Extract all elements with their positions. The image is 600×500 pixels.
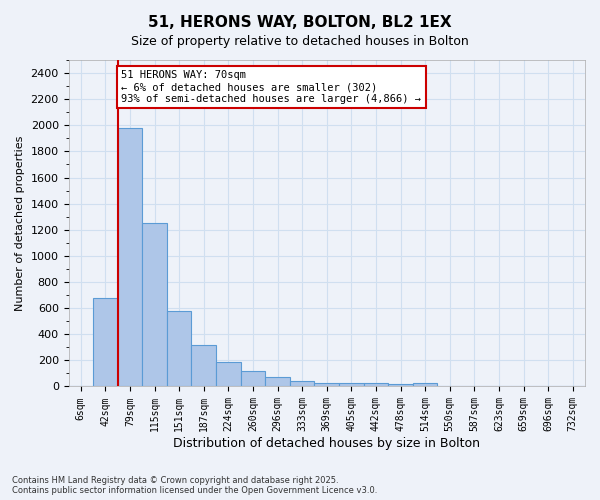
Text: 51 HERONS WAY: 70sqm
← 6% of detached houses are smaller (302)
93% of semi-detac: 51 HERONS WAY: 70sqm ← 6% of detached ho… <box>121 70 421 104</box>
Text: Size of property relative to detached houses in Bolton: Size of property relative to detached ho… <box>131 35 469 48</box>
Bar <box>118 128 142 386</box>
Bar <box>265 378 290 386</box>
Bar <box>413 382 437 386</box>
Bar <box>290 381 314 386</box>
Bar <box>339 382 364 386</box>
Text: Contains HM Land Registry data © Crown copyright and database right 2025.
Contai: Contains HM Land Registry data © Crown c… <box>12 476 377 495</box>
Bar <box>314 382 339 386</box>
Bar <box>93 298 118 386</box>
Bar <box>388 384 413 386</box>
Bar <box>364 383 388 386</box>
Text: 51, HERONS WAY, BOLTON, BL2 1EX: 51, HERONS WAY, BOLTON, BL2 1EX <box>148 15 452 30</box>
Y-axis label: Number of detached properties: Number of detached properties <box>15 136 25 311</box>
Bar <box>216 362 241 386</box>
Bar <box>191 344 216 387</box>
X-axis label: Distribution of detached houses by size in Bolton: Distribution of detached houses by size … <box>173 437 480 450</box>
Bar <box>142 223 167 386</box>
Bar <box>241 371 265 386</box>
Bar <box>167 312 191 386</box>
